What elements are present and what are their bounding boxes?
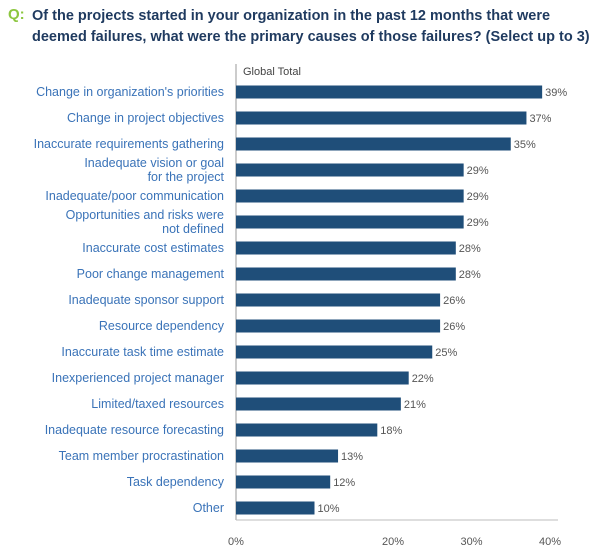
data-label: 29% (467, 191, 489, 203)
data-label: 21% (404, 399, 426, 411)
bar (236, 423, 378, 437)
question-text: Of the projects started in your organiza… (32, 8, 590, 45)
x-tick-label: 30% (460, 536, 482, 548)
data-label: 26% (443, 321, 465, 333)
chart-subheading: Global Total (243, 66, 301, 78)
bar (236, 163, 464, 177)
category-label: Inadequate vision or goal for the project (84, 156, 224, 184)
x-tick-label: 0% (228, 536, 244, 548)
data-label: 10% (318, 503, 340, 515)
bar (236, 267, 456, 281)
bar (236, 501, 315, 515)
category-label: Change in project objectives (67, 111, 224, 125)
category-label: Inaccurate cost estimates (82, 241, 224, 255)
category-label: Poor change management (77, 267, 225, 281)
x-tick-label: 20% (382, 536, 404, 548)
category-label: Limited/taxed resources (91, 397, 224, 411)
data-label: 29% (467, 217, 489, 229)
bar (236, 319, 441, 333)
bar (236, 475, 331, 489)
data-label: 35% (514, 139, 536, 151)
bar (236, 215, 464, 229)
data-label: 13% (341, 451, 363, 463)
data-label: 12% (333, 477, 355, 489)
category-label: Team member procrastination (59, 449, 224, 463)
bar (236, 293, 441, 307)
bar (236, 85, 543, 99)
category-label: Inaccurate requirements gathering (34, 137, 224, 151)
data-label: 28% (459, 243, 481, 255)
bar (236, 449, 339, 463)
category-label: Resource dependency (99, 319, 225, 333)
data-label: 26% (443, 295, 465, 307)
data-label: 22% (412, 373, 434, 385)
data-label: 39% (545, 87, 567, 99)
data-label: 18% (380, 425, 402, 437)
category-label: Task dependency (127, 475, 225, 489)
bar (236, 345, 433, 359)
data-label: 29% (467, 165, 489, 177)
data-label: 25% (435, 347, 457, 359)
category-label: Opportunities and risks were not defined (66, 208, 224, 236)
category-label: Other (193, 501, 224, 515)
x-tick-label: 40% (539, 536, 561, 548)
category-label: Inadequate sponsor support (68, 293, 224, 307)
category-label: Inexperienced project manager (52, 371, 224, 385)
bar (236, 111, 527, 125)
bar (236, 137, 511, 151)
category-label: Inadequate/poor communication (45, 189, 224, 203)
category-label: Change in organization's priorities (36, 85, 224, 99)
bar (236, 189, 464, 203)
bar (236, 397, 401, 411)
question-prefix: Q: (8, 6, 25, 23)
bar (236, 371, 409, 385)
data-label: 37% (529, 113, 551, 125)
category-label: Inaccurate task time estimate (61, 345, 224, 359)
category-label: Inadequate resource forecasting (45, 423, 224, 437)
data-label: 28% (459, 269, 481, 281)
bar (236, 241, 456, 255)
